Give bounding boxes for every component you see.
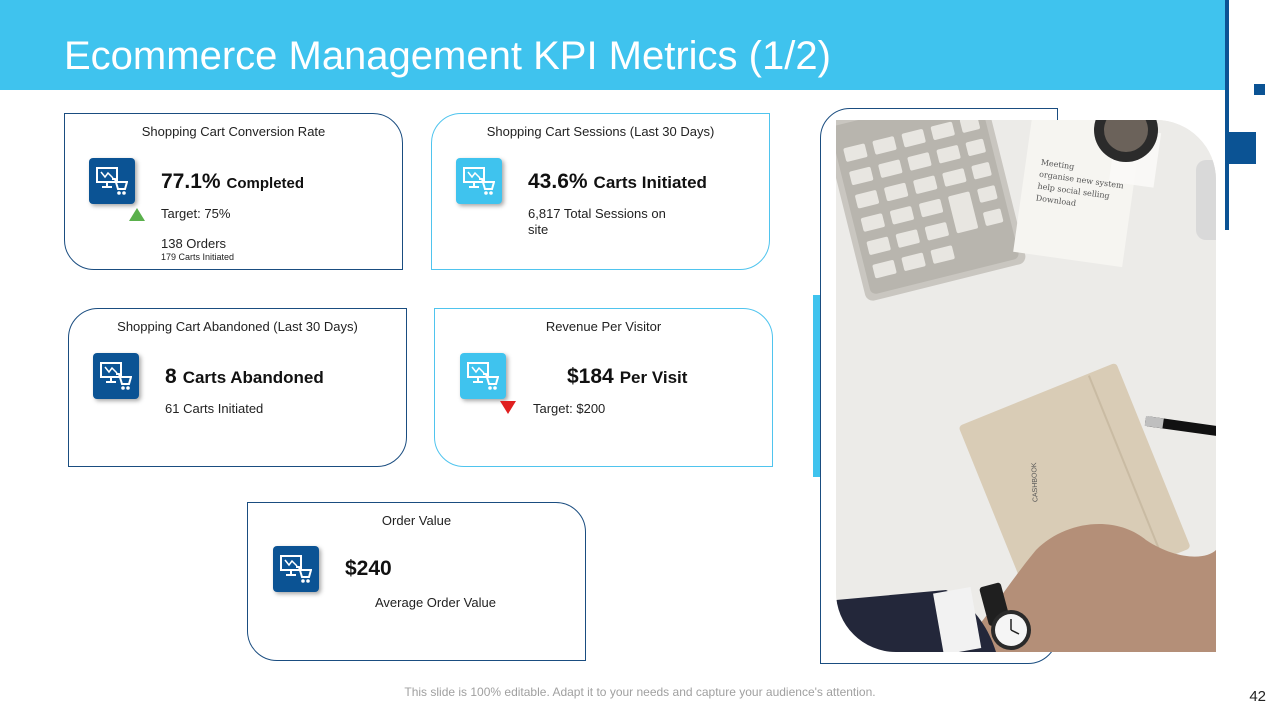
card-title: Shopping Cart Conversion Rate <box>141 124 326 139</box>
card-conversion-rate: Shopping Cart Conversion Rate 77.1% Compl… <box>64 113 403 270</box>
card-title: Revenue Per Visitor <box>545 319 662 334</box>
triangle-up-icon <box>129 208 145 221</box>
card-revenue-per-visitor: Revenue Per Visitor $184 Per Visit Target… <box>434 308 773 467</box>
office-desk-photo: Meeting organise new system help social … <box>836 120 1216 652</box>
target-text: Target: 75% <box>161 206 231 221</box>
calculator-icon <box>836 120 1026 301</box>
shopping-cart-monitor-icon <box>273 546 319 592</box>
triangle-down-icon <box>500 401 516 414</box>
metric-value: 8 Carts Abandoned <box>165 365 324 388</box>
card-abandoned: Shopping Cart Abandoned (Last 30 Days) 8… <box>68 308 407 467</box>
card-title: Order Value <box>381 513 452 528</box>
page-title: Ecommerce Management KPI Metrics (1/2) <box>64 34 831 78</box>
sessions-text-line1: 6,817 Total Sessions on <box>528 206 666 221</box>
page-number: 42 <box>1249 688 1266 705</box>
cashbook-label: CASHBOOK <box>1031 462 1039 502</box>
card-title: Shopping Cart Sessions (Last 30 Days) <box>486 124 715 139</box>
metric-value: $184 Per Visit <box>567 365 688 388</box>
title-bar: Ecommerce Management KPI Metrics (1/2) <box>0 0 1228 90</box>
metric-value: 43.6% Carts Initiated <box>528 170 707 193</box>
target-text: Target: $200 <box>533 401 606 416</box>
carts-initiated-text: 179 Carts Initiated <box>161 252 235 262</box>
watch-icon <box>979 582 1031 650</box>
carts-initiated-text: 61 Carts Initiated <box>165 401 264 416</box>
decorative-vertical-line <box>1225 0 1229 230</box>
shopping-cart-monitor-icon <box>93 353 139 399</box>
metric-value: 77.1% Completed <box>161 170 305 193</box>
sessions-text-line2: site <box>528 222 549 237</box>
shopping-cart-monitor-icon <box>89 158 135 204</box>
card-title: Shopping Cart Abandoned (Last 30 Days) <box>117 319 358 334</box>
shopping-cart-monitor-icon <box>460 353 506 399</box>
decorative-square-large <box>1228 132 1256 164</box>
shopping-cart-monitor-icon <box>456 158 502 204</box>
metric-value: $240 <box>345 557 392 580</box>
orders-text: 138 Orders <box>161 236 227 251</box>
average-order-value-text: Average Order Value <box>375 595 496 610</box>
footer-note: This slide is 100% editable. Adapt it to… <box>404 685 876 699</box>
card-sessions: Shopping Cart Sessions (Last 30 Days) 43… <box>431 113 770 270</box>
pen-icon <box>1144 416 1216 437</box>
decorative-square-small <box>1254 84 1265 95</box>
card-order-value: Order Value $240 Average Order Value <box>247 502 586 661</box>
